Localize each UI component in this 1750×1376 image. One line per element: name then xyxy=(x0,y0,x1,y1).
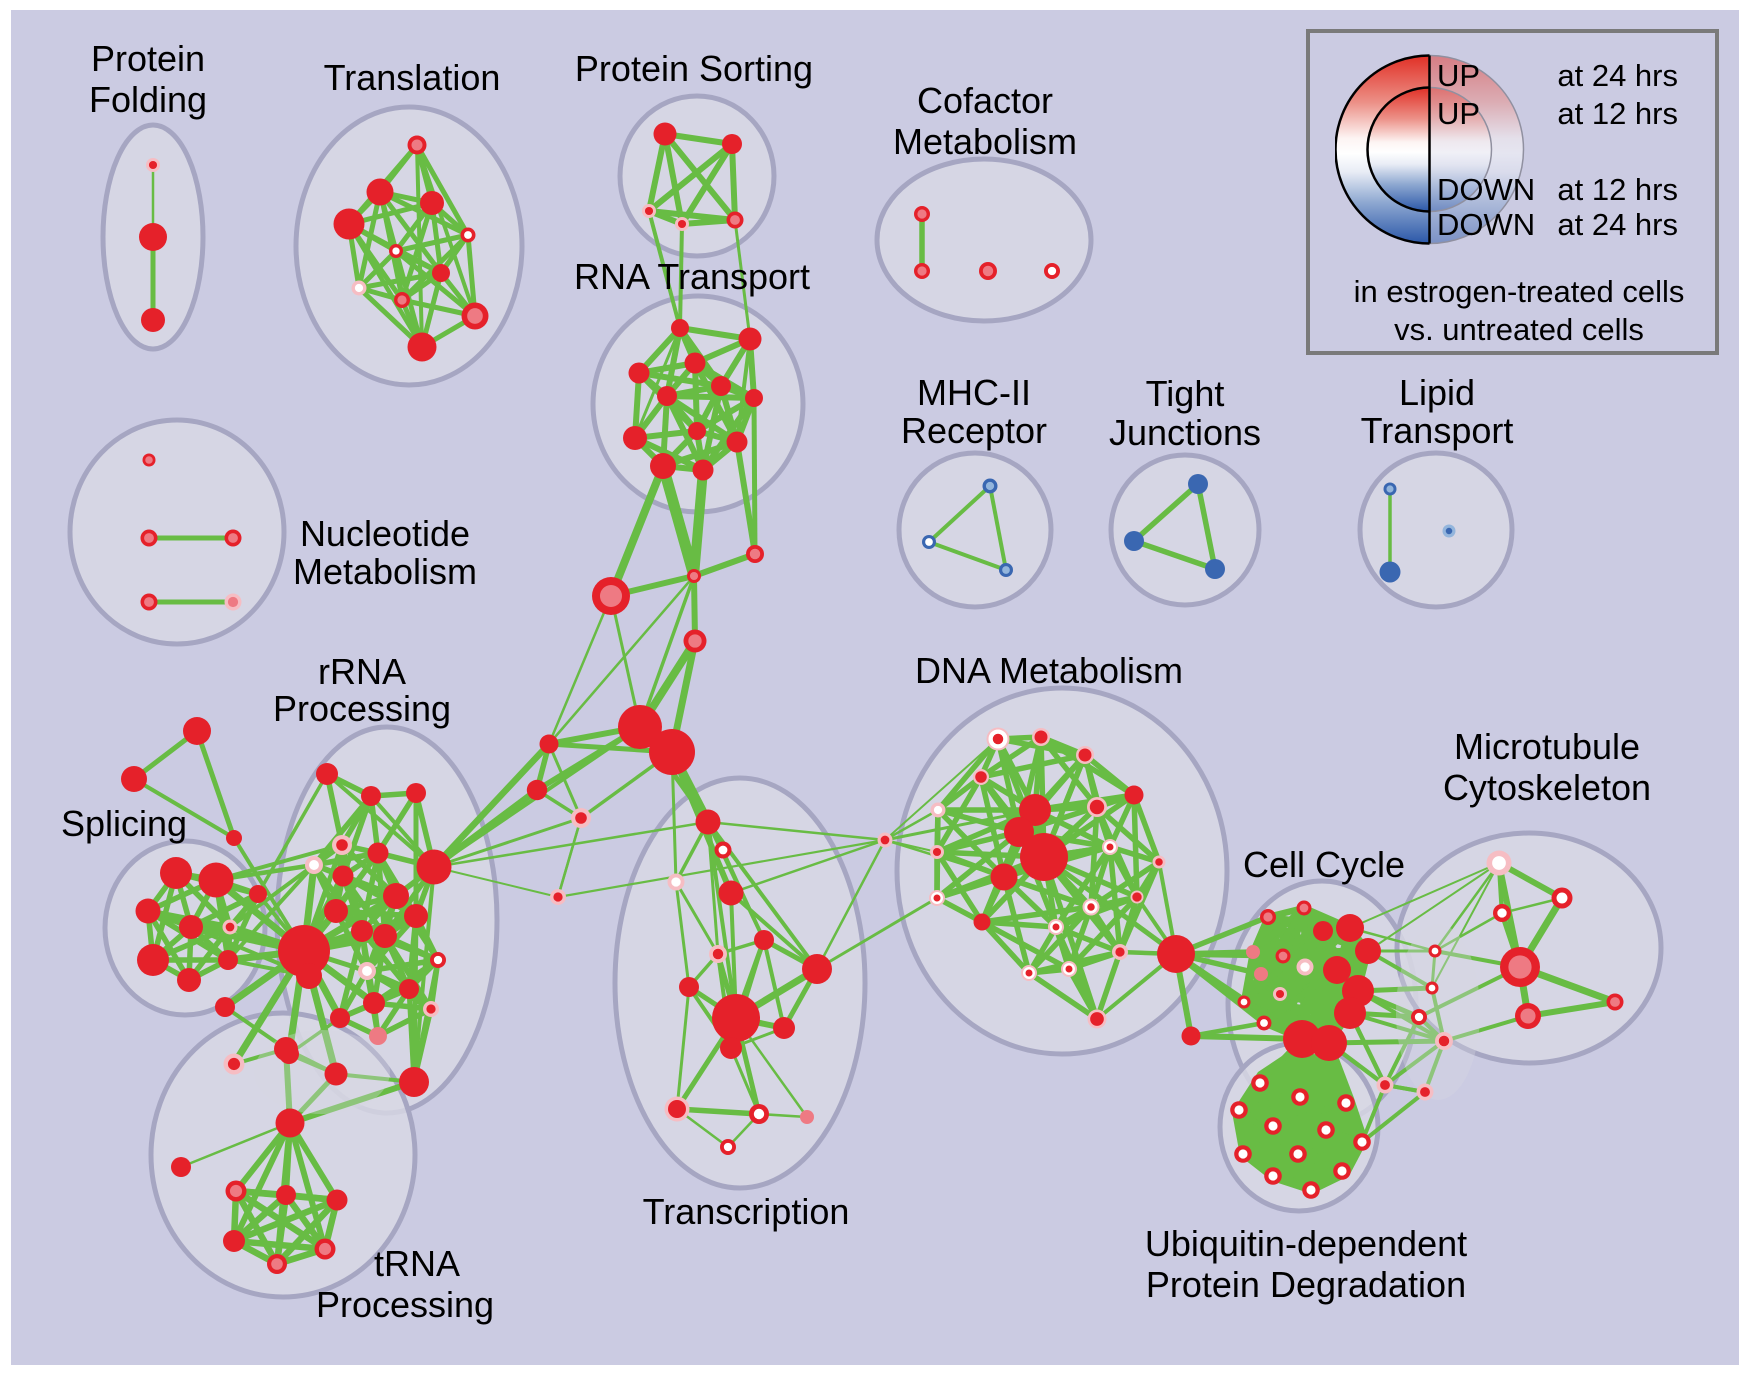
svg-text:Transcription: Transcription xyxy=(643,1191,850,1232)
svg-text:in estrogen-treated cells: in estrogen-treated cells xyxy=(1354,274,1685,309)
svg-text:Protein Sorting: Protein Sorting xyxy=(575,48,813,89)
svg-text:Cell Cycle: Cell Cycle xyxy=(1243,844,1405,885)
svg-text:Microtubule: Microtubule xyxy=(1454,726,1640,767)
svg-text:Nucleotide: Nucleotide xyxy=(300,513,470,554)
svg-text:at 24 hrs: at 24 hrs xyxy=(1557,207,1678,242)
svg-text:Cytoskeleton: Cytoskeleton xyxy=(1443,767,1651,808)
svg-text:rRNA: rRNA xyxy=(318,651,406,692)
svg-text:at 24 hrs: at 24 hrs xyxy=(1557,58,1678,93)
svg-text:Junctions: Junctions xyxy=(1109,412,1261,453)
svg-text:vs. untreated cells: vs. untreated cells xyxy=(1394,312,1644,347)
svg-text:Metabolism: Metabolism xyxy=(893,121,1077,162)
svg-text:Receptor: Receptor xyxy=(901,410,1047,451)
svg-text:Folding: Folding xyxy=(89,79,207,120)
svg-text:Splicing: Splicing xyxy=(61,803,187,844)
svg-text:at 12 hrs: at 12 hrs xyxy=(1557,172,1678,207)
svg-text:Protein: Protein xyxy=(91,38,205,79)
svg-text:Ubiquitin-dependent: Ubiquitin-dependent xyxy=(1145,1223,1467,1264)
svg-text:Cofactor: Cofactor xyxy=(917,80,1053,121)
svg-text:DOWN: DOWN xyxy=(1437,172,1535,207)
svg-text:tRNA: tRNA xyxy=(374,1243,460,1284)
svg-text:at 12 hrs: at 12 hrs xyxy=(1557,96,1678,131)
svg-text:DOWN: DOWN xyxy=(1437,207,1535,242)
svg-text:Translation: Translation xyxy=(324,57,501,98)
svg-text:Processing: Processing xyxy=(316,1284,494,1325)
svg-text:Lipid: Lipid xyxy=(1399,372,1475,413)
svg-text:Metabolism: Metabolism xyxy=(293,551,477,592)
svg-text:Transport: Transport xyxy=(1361,410,1514,451)
svg-text:UP: UP xyxy=(1437,96,1480,131)
svg-text:Processing: Processing xyxy=(273,688,451,729)
svg-text:UP: UP xyxy=(1437,58,1480,93)
svg-text:MHC-II: MHC-II xyxy=(917,372,1031,413)
svg-text:DNA Metabolism: DNA Metabolism xyxy=(915,650,1183,691)
svg-text:RNA Transport: RNA Transport xyxy=(574,256,810,297)
svg-text:Protein Degradation: Protein Degradation xyxy=(1146,1264,1466,1305)
svg-text:Tight: Tight xyxy=(1146,373,1225,414)
